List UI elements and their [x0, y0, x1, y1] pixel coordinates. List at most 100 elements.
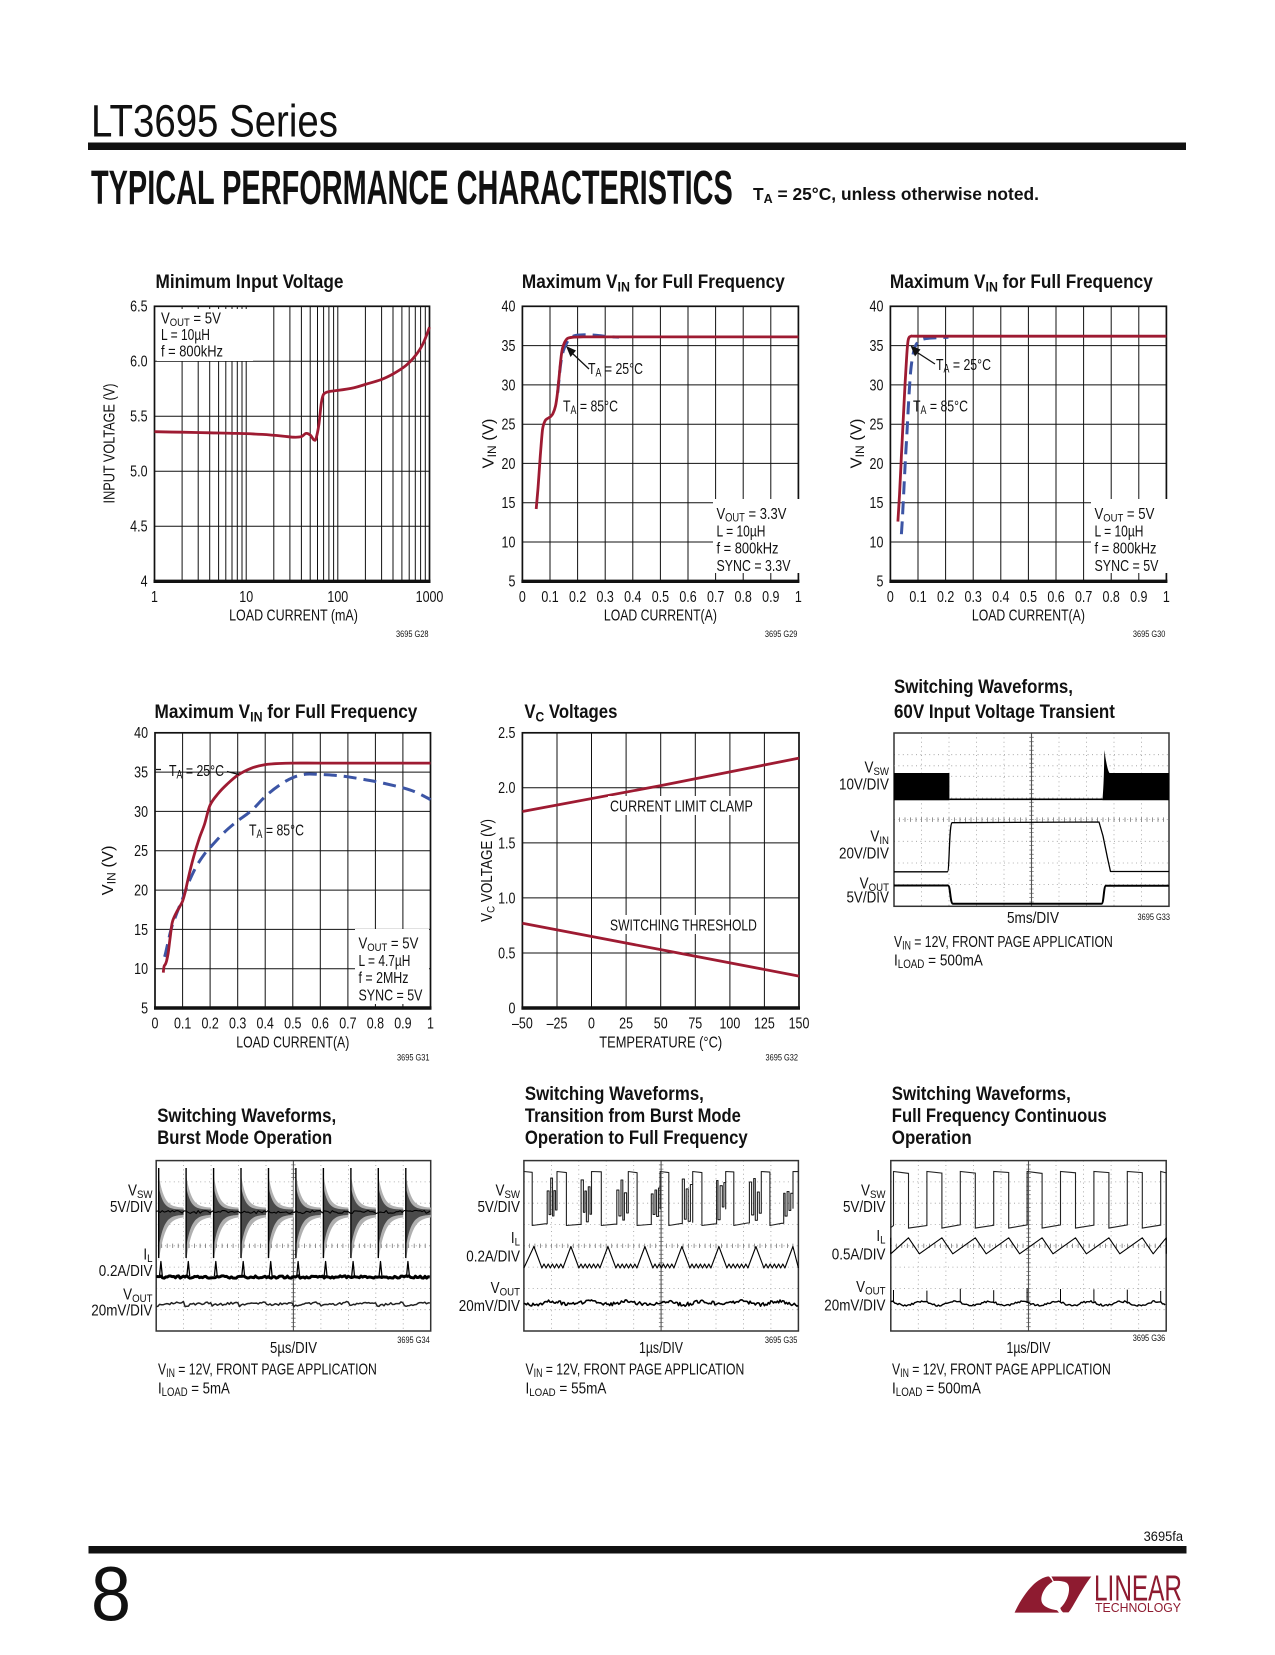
svg-text:30: 30	[502, 377, 516, 395]
svg-text:0.3: 0.3	[229, 1015, 246, 1033]
svg-text:LOAD CURRENT (mA): LOAD CURRENT (mA)	[229, 607, 358, 625]
svg-text:35: 35	[870, 338, 884, 356]
svg-text:4: 4	[141, 573, 148, 591]
svg-text:CURRENT LIMIT CLAMP: CURRENT LIMIT CLAMP	[610, 798, 753, 816]
svg-text:IL: IL	[143, 1247, 152, 1266]
svg-text:30: 30	[134, 803, 148, 821]
svg-text:f = 800kHz: f = 800kHz	[1095, 540, 1157, 558]
svg-text:6.0: 6.0	[130, 353, 147, 371]
svg-text:3695 G28: 3695 G28	[396, 628, 429, 639]
svg-text:150: 150	[789, 1015, 810, 1033]
svg-text:LOAD CURRENT(A): LOAD CURRENT(A)	[972, 607, 1085, 625]
svg-text:VIN = 12V, FRONT PAGE APPLICAT: VIN = 12V, FRONT PAGE APPLICATION	[894, 934, 1113, 954]
svg-text:VOUT = 5V: VOUT = 5V	[161, 310, 221, 329]
svg-text:Maximum VIN for Full Frequency: Maximum VIN for Full Frequency	[890, 270, 1154, 295]
svg-text:TA = 85°C: TA = 85°C	[563, 398, 618, 418]
svg-text:0.5: 0.5	[652, 589, 669, 607]
svg-text:5ms/DIV: 5ms/DIV	[1007, 910, 1059, 927]
svg-text:f = 2MHz: f = 2MHz	[359, 970, 409, 988]
svg-text:VIN = 12V, FRONT PAGE APPLICAT: VIN = 12V, FRONT PAGE APPLICATION	[526, 1361, 745, 1381]
svg-text:VC Voltages: VC Voltages	[524, 701, 617, 725]
svg-text:100: 100	[327, 589, 348, 607]
svg-text:0.3: 0.3	[965, 589, 982, 607]
svg-text:Minimum Input Voltage: Minimum Input Voltage	[156, 270, 344, 292]
svg-text:VOUT: VOUT	[856, 1279, 886, 1298]
svg-text:INPUT VOLTAGE (V): INPUT VOLTAGE (V)	[101, 384, 119, 504]
svg-text:20mV/DIV: 20mV/DIV	[91, 1303, 152, 1320]
svg-text:SYNC = 5V: SYNC = 5V	[359, 987, 423, 1005]
svg-text:0.9: 0.9	[1130, 589, 1147, 607]
svg-text:3695 G34: 3695 G34	[397, 1334, 430, 1345]
svg-text:15: 15	[502, 495, 516, 513]
svg-text:0: 0	[519, 589, 526, 607]
svg-text:VSW: VSW	[861, 1183, 886, 1202]
svg-text:5: 5	[508, 573, 515, 591]
svg-text:TA = 85°C: TA = 85°C	[249, 822, 304, 842]
svg-text:Full Frequency Continuous: Full Frequency Continuous	[892, 1105, 1107, 1127]
svg-text:35: 35	[502, 338, 516, 356]
svg-text:0.6: 0.6	[679, 589, 696, 607]
svg-text:15: 15	[870, 495, 884, 513]
svg-text:VSW: VSW	[495, 1183, 520, 1202]
svg-text:8: 8	[91, 1551, 131, 1637]
svg-text:1: 1	[1163, 589, 1170, 607]
svg-text:L = 10µH: L = 10µH	[1095, 522, 1144, 540]
svg-text:10: 10	[502, 534, 516, 552]
svg-text:3695 G31: 3695 G31	[397, 1052, 430, 1063]
svg-text:5V/DIV: 5V/DIV	[477, 1199, 520, 1216]
svg-text:20mV/DIV: 20mV/DIV	[459, 1298, 520, 1315]
svg-text:15: 15	[134, 921, 148, 939]
svg-text:35: 35	[134, 764, 148, 782]
svg-text:VIN (V): VIN (V)	[99, 845, 118, 895]
svg-text:0.9: 0.9	[762, 589, 779, 607]
svg-text:ILOAD = 55mA: ILOAD = 55mA	[526, 1381, 607, 1400]
svg-text:VIN (V): VIN (V)	[848, 419, 867, 469]
svg-text:0.7: 0.7	[1075, 589, 1092, 607]
svg-text:Operation to Full Frequency: Operation to Full Frequency	[525, 1127, 749, 1149]
svg-text:VIN = 12V, FRONT PAGE APPLICAT: VIN = 12V, FRONT PAGE APPLICATION	[892, 1361, 1111, 1381]
svg-text:Burst Mode Operation: Burst Mode Operation	[157, 1127, 332, 1149]
svg-text:Switching Waveforms,: Switching Waveforms,	[892, 1082, 1071, 1105]
svg-text:0.5: 0.5	[1020, 589, 1037, 607]
svg-text:VOUT: VOUT	[491, 1280, 521, 1299]
svg-text:ILOAD = 500mA: ILOAD = 500mA	[892, 1381, 981, 1400]
svg-text:2.5: 2.5	[498, 725, 515, 743]
svg-text:50: 50	[654, 1015, 668, 1033]
svg-text:LT3695 Series: LT3695 Series	[91, 96, 338, 147]
svg-text:VC VOLTAGE (V): VC VOLTAGE (V)	[479, 819, 498, 922]
svg-text:LOAD CURRENT(A): LOAD CURRENT(A)	[236, 1034, 349, 1052]
svg-text:1: 1	[151, 589, 158, 607]
svg-text:25: 25	[502, 416, 516, 434]
svg-text:Operation: Operation	[892, 1126, 972, 1148]
svg-text:20: 20	[134, 882, 148, 900]
svg-text:2.0: 2.0	[498, 780, 515, 798]
svg-text:125: 125	[754, 1015, 775, 1033]
svg-text:5: 5	[141, 1000, 148, 1018]
svg-text:0.5A/DIV: 0.5A/DIV	[832, 1247, 886, 1264]
svg-text:0.6: 0.6	[1047, 589, 1064, 607]
svg-text:5V/DIV: 5V/DIV	[846, 890, 889, 907]
svg-text:VOUT: VOUT	[860, 876, 890, 895]
svg-text:SWITCHING THRESHOLD: SWITCHING THRESHOLD	[610, 917, 757, 935]
svg-text:1000: 1000	[416, 589, 444, 607]
svg-text:ILOAD = 5mA: ILOAD = 5mA	[158, 1380, 230, 1399]
svg-text:0: 0	[152, 1015, 159, 1033]
svg-text:20mV/DIV: 20mV/DIV	[824, 1298, 885, 1315]
svg-text:Maximum VIN for Full Frequency: Maximum VIN for Full Frequency	[522, 270, 786, 295]
svg-text:0.1: 0.1	[541, 589, 558, 607]
svg-text:40: 40	[134, 725, 148, 743]
svg-text:10: 10	[239, 589, 253, 607]
svg-text:VSW: VSW	[864, 760, 889, 779]
svg-text:3695 G35: 3695 G35	[765, 1334, 798, 1345]
svg-text:0.2: 0.2	[937, 589, 954, 607]
svg-text:3695fa: 3695fa	[1144, 1529, 1184, 1545]
svg-text:100: 100	[720, 1015, 741, 1033]
svg-text:40: 40	[870, 298, 884, 316]
svg-text:5µs/DIV: 5µs/DIV	[270, 1340, 317, 1357]
svg-text:VIN (V): VIN (V)	[480, 419, 499, 469]
svg-text:0.8: 0.8	[735, 589, 752, 607]
svg-text:SYNC = 3.3V: SYNC = 3.3V	[717, 557, 791, 575]
svg-text:0.8: 0.8	[367, 1015, 384, 1033]
svg-text:30: 30	[870, 377, 884, 395]
svg-text:L = 4.7µH: L = 4.7µH	[359, 951, 411, 969]
